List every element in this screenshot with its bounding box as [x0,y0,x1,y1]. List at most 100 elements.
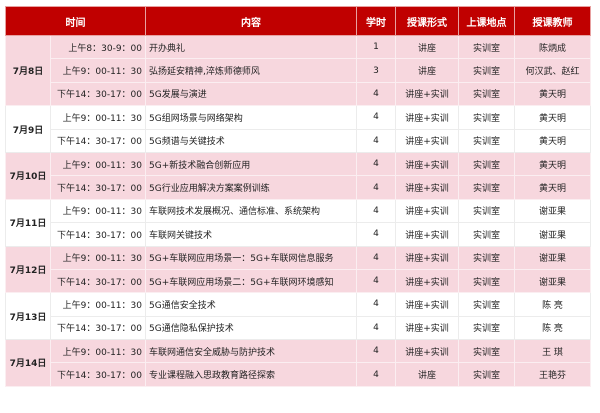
place-cell: 实训室 [458,175,515,200]
table-row: 7月11日 上午9：00-11：30 车联网技术发展概况、通信标准、系统架构 4 讲座+… [5,198,591,247]
form-cell: 讲座+实训 [395,292,459,317]
date-cell: 7月13日 [5,292,51,341]
hours-cell: 4 [356,105,396,130]
teacher-cell: 黄天明 [514,151,591,177]
header-row: 时间 内容 学时 授课形式 上课地点 授课教师 [5,6,591,36]
time-cell: 下午14：30-17：00 [50,268,146,294]
date-cell: 7月14日 [5,339,51,387]
form-cell: 讲座+实训 [395,81,459,107]
place-cell: 实训室 [458,81,515,107]
time-cell: 上午9：00-11：30 [50,151,146,177]
place-cell: 实训室 [458,292,515,317]
table-row: 上午9：00-11：30 弘扬延安精神,淬炼师德师风 3 讲座 实训室 何汉武、赵红 [6,58,591,83]
content-cell: 5G通信安全技术 [145,292,357,317]
teacher-cell: 王 琪 [514,339,591,364]
content-cell: 5G频谱与关键技术 [145,128,357,153]
form-cell: 讲座+实训 [395,245,459,270]
time-cell: 上午9：00-11：30 [50,245,146,270]
table-row: 7月13日 上午9：00-11：30 5G通信安全技术 4 讲座+实训 实训室陈 亮 [5,292,591,341]
hours-cell: 4 [356,339,396,364]
content-cell: 5G+车联网应用场景二：5G+车联网环境感知 [145,268,357,294]
table-row: 下午14：30-17：00 5G发展与演进 4 讲座+实训 实训室 黄天明 [6,81,591,107]
table-row: 下午14：30-17：00 5G频谱与关键技术 4 讲座+实训 实训室 黄天明 [6,128,591,153]
place-cell: 实训室 [458,339,515,364]
schedule-table: 时间 内容 学时 授课形式 上课地点 授课教师 7月8日 上午8：30-9：00 开… [5,6,591,387]
teacher-cell: 谢亚果 [514,245,591,270]
teacher-cell: 黄天明 [514,105,591,130]
form-cell: 讲座 [395,362,459,387]
hours-cell: 4 [356,128,396,153]
teacher-cell: 王艳芬 [514,362,591,387]
teacher-cell: 黄天明 [514,81,591,107]
content-cell: 弘扬延安精神,淬炼师德师风 [145,58,357,83]
form-cell: 讲座+实训 [395,339,459,364]
table-row: 7月9日 上午9：00-11：30 5G组网场景与网络架构 4 讲座+实训 实训室 黄天明 [5,105,591,153]
teacher-cell: 黄天明 [514,128,591,153]
place-cell: 实训室 [458,34,515,60]
time-cell: 下午14：30-17：00 [50,128,146,153]
hours-cell: 4 [356,362,396,387]
hours-cell: 4 [356,292,396,317]
content-cell: 5G发展与演进 [145,81,357,107]
place-cell: 实训室 [458,362,515,387]
form-cell: 讲座 [395,34,459,60]
date-cell: 7月9日 [5,105,51,153]
content-cell: 车联网通信安全威胁与防护技术 [145,339,357,364]
table-row: 下午14：30-17：00 车联网关键技术 4 讲座+实训 实训室 谢亚果 [6,222,591,247]
date-cell: 7月11日 [5,198,51,247]
form-cell: 讲座+实训 [395,175,459,200]
teacher-cell: 谢亚果 [514,222,591,247]
hours-cell: 4 [356,222,396,247]
time-cell: 上午9：00-11：30 [50,58,146,83]
header-place: 上课地点 [458,6,515,36]
form-cell: 讲座+实训 [395,151,459,177]
table-row: 下午14：30-17：00 专业课程融入思政教育路径探索 4 讲座 实训室 王艳芬 [6,362,591,387]
time-cell: 下午14：30-17：00 [50,81,146,107]
table-row: 7月12日 上午9：00-11：30 5G+车联网应用场景一：5G+车联网信息服务 4… [5,245,591,294]
teacher-cell: 陈 亮 [514,292,591,317]
place-cell: 实训室 [458,222,515,247]
form-cell: 讲座 [395,58,459,83]
place-cell: 实训室 [458,58,515,83]
content-cell: 5G行业应用解决方案案例训练 [145,175,357,200]
form-cell: 讲座+实训 [395,315,459,341]
place-cell: 实训室 [458,245,515,270]
hours-cell: 4 [356,175,396,200]
hours-cell: 4 [356,315,396,341]
content-cell: 5G+新技术融合创新应用 [145,151,357,177]
form-cell: 讲座+实训 [395,268,459,294]
table-row: 7月14日 上午9：00-11：30 车联网通信安全威胁与防护技术 4 讲座+实训 实训室… [5,339,591,387]
hours-cell: 4 [356,81,396,107]
content-cell: 车联网关键技术 [145,222,357,247]
hours-cell: 4 [356,198,396,224]
hours-cell: 1 [356,34,396,60]
place-cell: 实训室 [458,315,515,341]
header-teacher: 授课教师 [514,6,591,36]
teacher-cell: 黄天明 [514,175,591,200]
time-cell: 下午14：30-17：00 [50,362,146,387]
time-cell: 上午9：00-11：30 [50,198,146,224]
teacher-cell: 何汉武、赵红 [514,58,591,83]
form-cell: 讲座+实训 [395,128,459,153]
table-row: 下午14：30-17：00 5G通信隐私保护技术 4 讲座+实训 实训室陈 亮 [6,315,591,341]
content-cell: 专业课程融入思政教育路径探索 [145,362,357,387]
table-row: 7月8日 上午8：30-9：00 开办典礼 1 讲座 实训室 陈炳成 [5,34,591,107]
table-row: 7月10日 上午9：00-11：30 5G+新技术融合创新应用 4 讲座+实训 实训室 黄天… [5,151,591,200]
hours-cell: 3 [356,58,396,83]
place-cell: 实训室 [458,105,515,130]
header-form: 授课形式 [395,6,459,36]
hours-cell: 4 [356,268,396,294]
content-cell: 5G组网场景与网络架构 [145,105,357,130]
table-row: 下午14：30-17：00 5G+车联网应用场景二：5G+车联网环境感知 4 讲座+实… [6,268,591,294]
time-cell: 下午14：30-17：00 [50,222,146,247]
content-cell: 车联网技术发展概况、通信标准、系统架构 [145,198,357,224]
hours-cell: 4 [356,245,396,270]
date-cell: 7月8日 [5,34,51,107]
date-cell: 7月12日 [5,245,51,294]
form-cell: 讲座+实训 [395,105,459,130]
teacher-cell: 陈炳成 [514,34,591,60]
time-cell: 下午14：30-17：00 [50,175,146,200]
time-cell: 下午14：30-17：00 [50,315,146,341]
time-cell: 上午9：00-11：30 [50,292,146,317]
content-cell: 5G+车联网应用场景一：5G+车联网信息服务 [145,245,357,270]
